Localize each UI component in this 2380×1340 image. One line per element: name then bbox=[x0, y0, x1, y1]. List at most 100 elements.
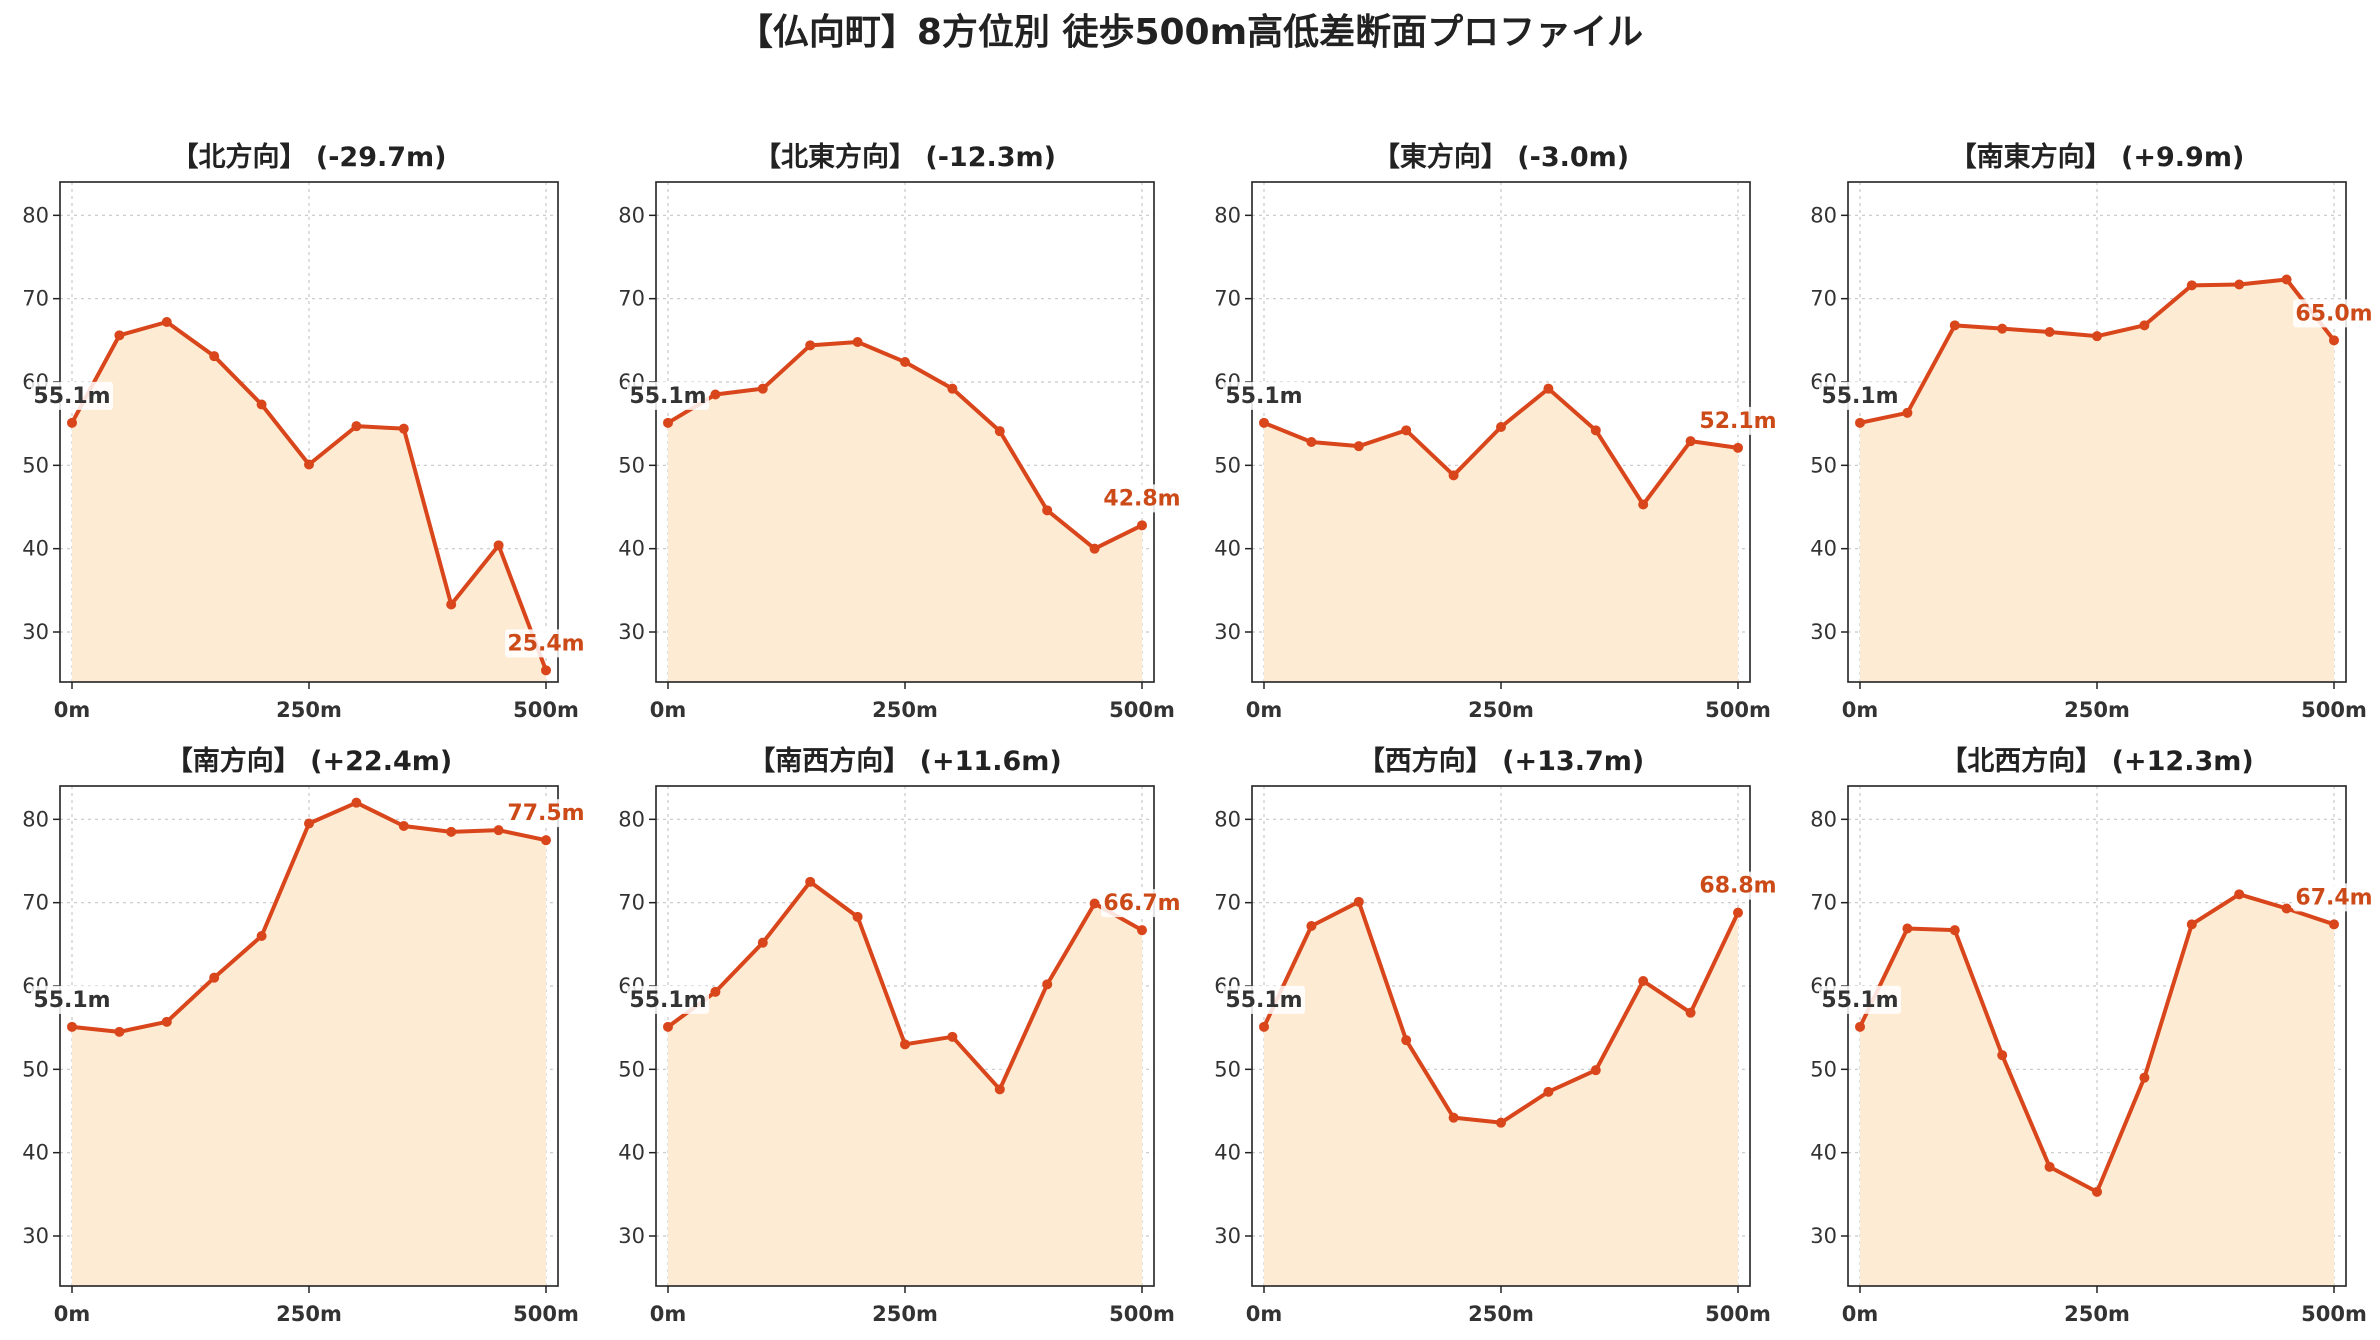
data-point bbox=[2329, 919, 2339, 930]
data-point bbox=[1902, 923, 1913, 934]
x-tick-label: 0m bbox=[54, 698, 91, 722]
end-elevation-label: 68.8m bbox=[1699, 874, 1776, 899]
x-tick-label: 0m bbox=[650, 698, 687, 722]
y-tick-label: 40 bbox=[1214, 1141, 1241, 1165]
panel-title: 【西方向】 (+13.7m) bbox=[1358, 745, 1644, 777]
profile-area bbox=[72, 802, 546, 1286]
data-point bbox=[1259, 1021, 1269, 1032]
y-tick-label: 40 bbox=[618, 537, 645, 561]
end-label-bg bbox=[505, 799, 587, 828]
profile-area bbox=[1860, 279, 2334, 682]
panel-7: 【北西方向】 (+12.3m)3040506070800m250m500m55.… bbox=[1810, 745, 2375, 1326]
x-tick-label: 250m bbox=[2064, 698, 2130, 722]
end-elevation-label: 67.4m bbox=[2295, 885, 2372, 910]
x-tick-label: 0m bbox=[54, 1302, 91, 1326]
x-tick-label: 250m bbox=[872, 1302, 938, 1326]
data-point bbox=[2234, 279, 2245, 290]
data-point bbox=[161, 1016, 172, 1027]
data-point bbox=[1448, 1112, 1459, 1123]
start-label-bg bbox=[31, 381, 113, 410]
data-point bbox=[663, 417, 673, 428]
y-tick-label: 50 bbox=[618, 1057, 645, 1081]
data-point bbox=[852, 337, 863, 347]
y-tick-label: 50 bbox=[22, 453, 49, 477]
data-point bbox=[1543, 1086, 1554, 1097]
y-tick-label: 80 bbox=[22, 807, 49, 831]
start-elevation-label: 55.1m bbox=[629, 988, 706, 1013]
y-tick-label: 70 bbox=[22, 891, 49, 915]
data-point bbox=[994, 1084, 1005, 1095]
start-label-bg bbox=[627, 381, 709, 410]
data-point bbox=[1401, 425, 1412, 436]
data-point bbox=[900, 357, 910, 367]
data-point bbox=[947, 1031, 958, 1042]
start-label-bg bbox=[1819, 985, 1901, 1014]
profile-area bbox=[668, 342, 1142, 682]
data-point bbox=[900, 1039, 910, 1050]
y-tick-label: 70 bbox=[1810, 891, 1837, 915]
data-point bbox=[1949, 925, 1960, 936]
panel-title: 【東方向】 (-3.0m) bbox=[1373, 141, 1629, 173]
data-point bbox=[67, 1021, 77, 1032]
x-tick-label: 500m bbox=[1705, 698, 1771, 722]
data-point bbox=[1259, 417, 1269, 428]
x-tick-label: 250m bbox=[276, 698, 342, 722]
profile-area bbox=[1264, 901, 1738, 1286]
data-point bbox=[2044, 327, 2055, 337]
profile-area bbox=[1264, 388, 1738, 682]
x-tick-label: 500m bbox=[2301, 1302, 2367, 1326]
end-label-bg bbox=[2293, 299, 2375, 328]
data-point bbox=[2044, 1161, 2055, 1172]
y-tick-label: 80 bbox=[618, 203, 645, 227]
y-tick-label: 50 bbox=[618, 453, 645, 477]
data-point bbox=[663, 1021, 673, 1032]
data-point bbox=[446, 826, 457, 837]
profile-area bbox=[72, 322, 546, 682]
data-point bbox=[541, 665, 551, 676]
panel-4: 【南方向】 (+22.4m)3040506070800m250m500m55.1… bbox=[22, 745, 587, 1326]
end-label-bg bbox=[1101, 889, 1183, 918]
data-point bbox=[1590, 1065, 1601, 1076]
y-tick-label: 30 bbox=[1810, 620, 1837, 644]
data-point bbox=[852, 911, 863, 922]
y-tick-label: 40 bbox=[618, 1141, 645, 1165]
panel-6: 【西方向】 (+13.7m)3040506070800m250m500m55.1… bbox=[1214, 745, 1779, 1326]
y-tick-label: 40 bbox=[22, 1141, 49, 1165]
panel-title: 【南東方向】 (+9.9m) bbox=[1950, 141, 2245, 173]
profile-area bbox=[1860, 894, 2334, 1286]
data-point bbox=[1042, 505, 1053, 516]
x-tick-label: 250m bbox=[276, 1302, 342, 1326]
start-elevation-label: 55.1m bbox=[33, 384, 110, 409]
end-elevation-label: 25.4m bbox=[507, 631, 584, 656]
end-label-bg bbox=[1697, 406, 1779, 435]
end-label-bg bbox=[1101, 484, 1183, 513]
y-tick-label: 40 bbox=[1810, 537, 1837, 561]
data-point bbox=[351, 421, 362, 432]
panel-1: 【北東方向】 (-12.3m)3040506070800m250m500m55.… bbox=[618, 141, 1183, 722]
data-point bbox=[493, 825, 504, 836]
y-tick-label: 80 bbox=[1810, 807, 1837, 831]
data-point bbox=[1685, 436, 1696, 447]
data-point bbox=[2186, 280, 2197, 291]
panel-title: 【北東方向】 (-12.3m) bbox=[754, 141, 1056, 173]
data-point bbox=[2281, 903, 2292, 914]
start-label-bg bbox=[1819, 381, 1901, 410]
data-point bbox=[1042, 979, 1053, 990]
x-tick-label: 250m bbox=[2064, 1302, 2130, 1326]
data-point bbox=[1733, 442, 1743, 453]
y-tick-label: 40 bbox=[1810, 1141, 1837, 1165]
y-tick-label: 70 bbox=[1214, 891, 1241, 915]
y-tick-label: 80 bbox=[22, 203, 49, 227]
x-tick-label: 500m bbox=[2301, 698, 2367, 722]
x-tick-label: 0m bbox=[1246, 1302, 1283, 1326]
data-point bbox=[805, 876, 816, 887]
data-point bbox=[947, 383, 958, 394]
start-elevation-label: 55.1m bbox=[629, 384, 706, 409]
data-point bbox=[1401, 1035, 1412, 1046]
data-point bbox=[2092, 1186, 2102, 1197]
data-point bbox=[1306, 437, 1317, 447]
data-point bbox=[161, 317, 172, 327]
data-point bbox=[1638, 499, 1649, 510]
data-point bbox=[1855, 417, 1865, 428]
